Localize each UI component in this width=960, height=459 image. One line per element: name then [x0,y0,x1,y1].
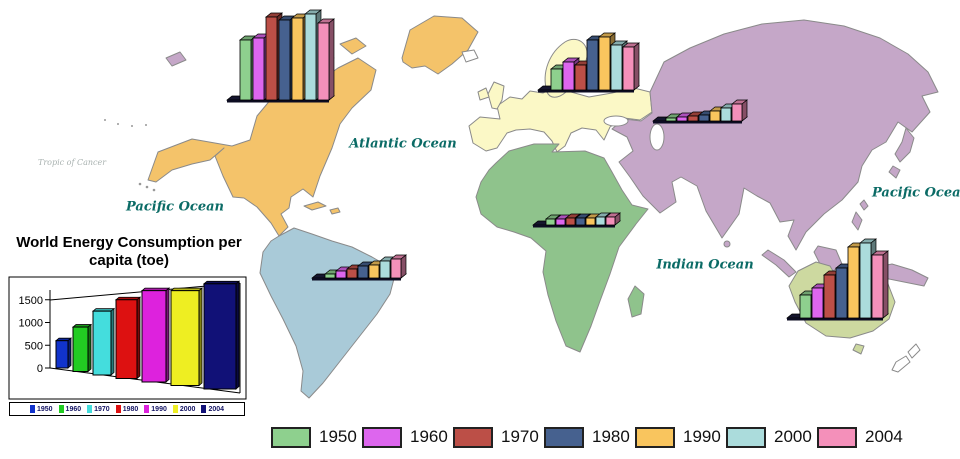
continent-africa [475,143,649,353]
inset-chart-legend: 1950 1960 1970 1980 1990 2000 2004 [9,402,245,416]
tasmania [852,343,865,355]
inset-chart-title: World Energy Consumption per capita (toe… [16,234,242,269]
japan [894,127,915,163]
legend-swatch [362,426,402,448]
inset-legend-year: 1980 [122,405,139,413]
legend-year: 1970 [501,427,539,446]
legend-year: 1980 [592,427,630,446]
legend-swatch [817,426,857,448]
inset-legend-year: 1950 [36,405,53,413]
legend-year: 1990 [683,427,721,446]
legend-item: 1970 [453,426,539,448]
legend-swatch [726,426,766,448]
map-legend: 1950 1960 1970 1980 1990 2000 2004 [271,424,908,450]
iceland [461,49,479,63]
hawaii-dot [152,188,156,192]
arctic-island [339,37,367,55]
scandinavia [544,38,588,98]
caspian-sea [649,123,665,151]
legend-item: 1990 [635,426,721,448]
legend-swatch [271,426,311,448]
legend-swatch [544,426,584,448]
new-zealand-north [907,343,921,359]
arctic-island [275,57,299,73]
madagascar [627,285,645,318]
inset-legend-year: 2004 [208,405,225,413]
aleutian-dot [145,124,147,126]
inset-legend-item: 1980 [115,405,139,413]
ocean-label-pacific-west: Pacific Ocean [126,199,224,215]
tropic-of-cancer-label: Tropic of Cancer [38,158,107,167]
inset-legend-swatch [87,405,93,413]
continent-asia [611,19,939,251]
cuba [303,201,327,211]
legend-year: 2004 [865,427,903,446]
inset-legend-swatch [29,405,35,413]
hispaniola [329,207,341,215]
black-sea [603,115,629,127]
inset-legend-swatch [144,405,150,413]
ocean-label-indian: Indian Ocean [656,257,754,273]
hawaii-dot [145,185,149,189]
legend-item: 1960 [362,426,448,448]
ireland [477,87,490,101]
inset-legend-swatch [115,405,121,413]
aleutian-dot [104,119,106,121]
new-zealand-south [891,355,911,373]
legend-item: 1950 [271,426,357,448]
legend-item: 1980 [544,426,630,448]
inset-legend-item: 1950 [29,405,53,413]
inset-legend-swatch [201,405,207,413]
inset-legend-item: 1990 [144,405,167,413]
aleutian-dot [131,125,133,127]
legend-item: 2004 [817,426,903,448]
legend-year: 1960 [410,427,448,446]
legend-item: 2000 [726,426,812,448]
legend-year: 2000 [774,427,812,446]
japan-south [888,165,901,179]
hawaii-dot [138,182,142,186]
inset-legend-year: 1990 [151,405,167,413]
legend-year: 1950 [319,427,357,446]
philippines [851,211,863,231]
ocean-label-pacific-east: Pacific Ocean [872,185,960,201]
inset-legend-item: 2000 [172,405,196,413]
inset-legend-year: 2000 [179,405,196,413]
continent-europe [468,85,653,153]
wrangel-island [165,51,187,67]
inset-legend-item: 2004 [201,405,224,413]
philippines-north [859,199,869,211]
continent-south-america [259,227,397,399]
inset-legend-year: 1960 [65,405,82,413]
arctic-island [309,49,335,67]
legend-swatch [635,426,675,448]
arctic-island [299,33,319,49]
inset-legend-item: 1970 [87,405,110,413]
inset-legend-year: 1970 [94,405,110,413]
greenland [401,15,479,75]
legend-swatch [453,426,493,448]
sumatra [761,249,797,278]
ocean-label-atlantic: Atlantic Ocean [349,136,457,152]
inset-legend-swatch [58,405,64,413]
inset-legend-swatch [172,405,178,413]
inset-legend-item: 1960 [58,405,82,413]
sri-lanka [723,240,731,248]
aleutian-dot [117,123,119,125]
